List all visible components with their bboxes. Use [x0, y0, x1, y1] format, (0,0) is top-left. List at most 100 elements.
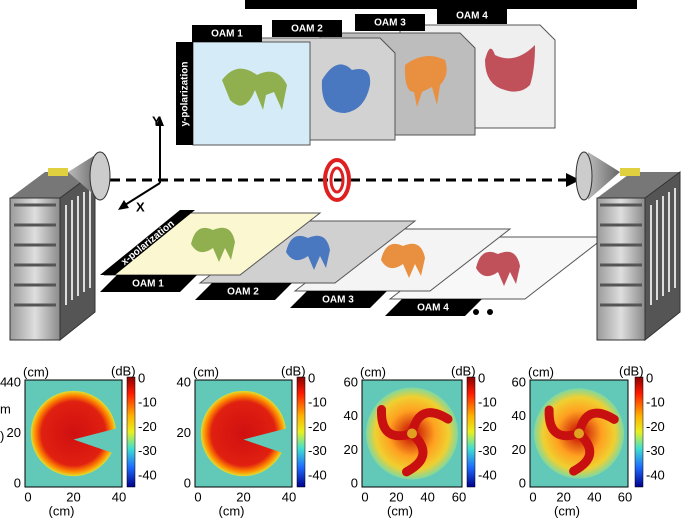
colorbar-tick-label: -40: [478, 467, 497, 482]
colorbar-tick-label: -20: [646, 419, 665, 434]
axis: [124, 182, 161, 206]
mode-label: OAM 3: [322, 295, 354, 306]
colorbar-tick-label: -30: [478, 443, 497, 458]
x-tick-label: 40: [420, 489, 434, 504]
shape: [404, 56, 447, 107]
heatmap: 0 20 40 0 20 40 0 -10 -20 -30 -40 (cm) (dB) (cm): [177, 363, 327, 518]
colorbar-tick-label: -10: [478, 395, 497, 410]
tab: [290, 291, 387, 308]
y-tick-label: 40: [7, 374, 21, 389]
tab: [192, 25, 262, 42]
colorbar: [296, 376, 306, 488]
y-tick-label: 20: [344, 442, 358, 457]
y-unit: (cm): [193, 364, 219, 379]
mode-label: OAM 4: [417, 303, 449, 314]
colorbar-tick-label: -10: [308, 395, 327, 410]
spiral-arm: [401, 429, 428, 477]
x-unit: (cm): [49, 503, 75, 518]
mode-label: OAM 2: [227, 287, 259, 298]
tab: [176, 42, 193, 145]
center: [574, 428, 584, 439]
x-unit: (cm): [219, 503, 245, 518]
colorbar-tick-label: -40: [138, 467, 157, 482]
tab: [195, 283, 292, 300]
x-tick-label: 20: [389, 489, 403, 504]
server-left: [9, 151, 111, 342]
x-tick-label: 0: [361, 489, 368, 504]
colorbar-tick-label: -30: [646, 443, 665, 458]
top-bar: [245, 0, 637, 9]
shape: [222, 68, 287, 110]
colorbar-tick-label: -20: [478, 419, 497, 434]
shape: [286, 235, 330, 270]
fragment: m: [0, 401, 11, 416]
y-tick-label: 60: [344, 374, 358, 389]
colorbar-tick-label: -40: [646, 467, 665, 482]
arrowhead: [118, 200, 129, 210]
fragment: ): [0, 428, 4, 443]
x-tick-label: 0: [24, 489, 31, 504]
shape: [381, 243, 425, 278]
tab: [100, 210, 195, 275]
x-tick-label: 40: [282, 489, 296, 504]
colorbar: [466, 376, 476, 488]
x-tick-label: 20: [236, 489, 250, 504]
mode-label: OAM 2: [291, 24, 323, 35]
y-tick-label: 20: [7, 425, 21, 440]
tab: [385, 299, 482, 316]
heatmap: 0 20 40 60 0 20 40 60 0 -10 -20 -30 -40 (cm) (dB) (cm): [344, 363, 497, 518]
y-tick-label: 0: [184, 475, 191, 490]
mode-label: OAM 4: [456, 11, 488, 22]
tab: [355, 14, 425, 31]
y-tick-label: 40: [512, 408, 526, 423]
measurements: 0 20 40 0 20 40 0 -10 -20 -30 -40 (cm) (dB) (cm) 0 20 40…: [7, 363, 665, 518]
field: [30, 390, 117, 477]
tab: [437, 7, 507, 24]
axis-label: X: [136, 199, 145, 214]
y-unit: (cm): [23, 364, 49, 379]
null-wedge: [73, 427, 120, 456]
colorbar-unit: (dB): [111, 363, 136, 378]
tab: [100, 275, 197, 292]
colorbar: [634, 376, 644, 488]
y-tick-label: 0: [351, 475, 358, 490]
shape: [485, 45, 535, 92]
top-diagram: y-polarization OAM 1 OAM 2 OAM 3 OAM 4 OAM …: [9, 0, 681, 342]
x-tick-label: 0: [529, 489, 536, 504]
center: [407, 428, 417, 439]
y-tick-label: 20: [512, 442, 526, 457]
x-unit: (cm): [554, 503, 580, 518]
colorbar-tick-label: -30: [138, 443, 157, 458]
fragment: 4: [0, 374, 7, 389]
colorbar-unit: (dB): [281, 363, 306, 378]
y-tick-label: 0: [14, 475, 21, 490]
mode-label: OAM 1: [211, 29, 243, 40]
x-unit: (cm): [387, 503, 413, 518]
x-tick-label: 60: [452, 489, 466, 504]
server-right: [575, 151, 681, 342]
mode-label: OAM 1: [132, 279, 164, 290]
y-tick-label: 40: [177, 374, 191, 389]
x-tick-label: 20: [66, 489, 80, 504]
colorbar-tick-label: 0: [308, 370, 315, 385]
dot: [487, 309, 493, 315]
y-unit: (cm): [528, 364, 554, 379]
shape: [476, 251, 520, 286]
x-tick-label: 60: [618, 489, 632, 504]
heatmap: 0 20 40 60 0 20 40 60 0 -10 -20 -30 -40 (cm) (dB) (cm): [512, 363, 665, 518]
x-tick-label: 40: [112, 489, 126, 504]
y-tick-label: 60: [512, 374, 526, 389]
spiral-arm: [377, 405, 417, 441]
dot: [537, 9, 543, 15]
axis-label: Y: [152, 113, 161, 128]
y-tick-label: 0: [519, 475, 526, 490]
heatmap: 0 20 40 0 20 40 0 -10 -20 -30 -40 (cm) (dB) (cm): [7, 363, 157, 518]
colorbar-tick-label: -20: [308, 419, 327, 434]
colorbar-tick-label: 0: [478, 370, 485, 385]
polarization-label: y-polarization: [180, 61, 191, 126]
colorbar-unit: (dB): [619, 363, 644, 378]
colorbar-tick-label: 0: [138, 370, 145, 385]
mode-label: OAM 3: [374, 18, 406, 29]
colorbar: [126, 376, 136, 488]
